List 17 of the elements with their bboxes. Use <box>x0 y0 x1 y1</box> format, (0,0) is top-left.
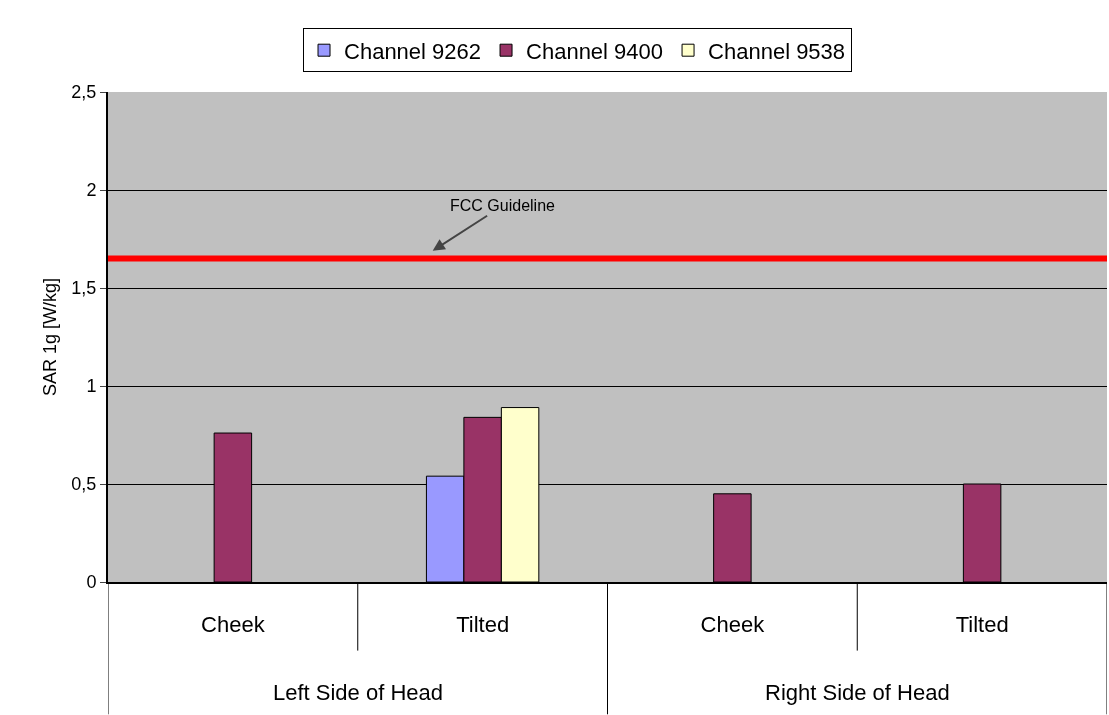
legend-label: Channel 9538 <box>708 38 846 64</box>
y-tick-label: 2,5 <box>71 82 97 103</box>
x-tick-label: Tilted <box>955 612 1009 638</box>
y-tick-label: 2 <box>86 180 97 201</box>
y-tick-label: 1 <box>86 376 97 397</box>
y-axis-title: SAR 1g [W/kg] <box>40 277 61 397</box>
x-tick-label: Tilted <box>456 612 510 638</box>
y-tick-label: 0,5 <box>71 474 97 495</box>
text: Right Side of Head <box>765 680 950 705</box>
y-tick-label: 0 <box>86 572 97 593</box>
y-tick-label: 1,5 <box>71 278 97 299</box>
text: Left Side of Head <box>273 680 444 705</box>
ref-line-label: FCC Guideline <box>450 197 556 214</box>
legend-label: Channel 9400 <box>526 38 664 64</box>
legend-label: Channel 9262 <box>344 38 482 64</box>
x-tick-label: Cheek <box>700 612 766 638</box>
x-tick-label: Cheek <box>201 612 266 638</box>
